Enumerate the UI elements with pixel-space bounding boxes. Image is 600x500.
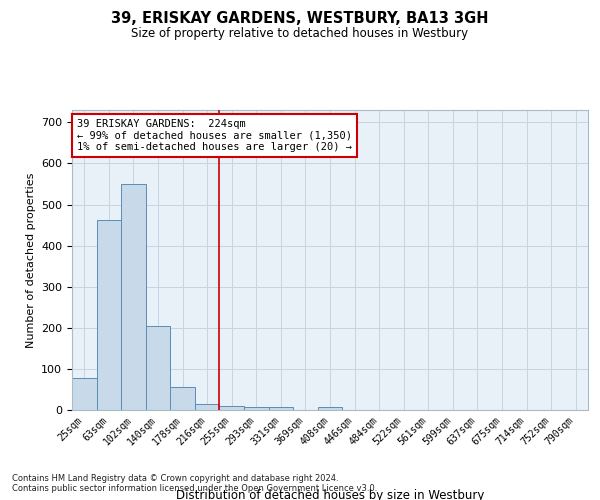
Text: Contains public sector information licensed under the Open Government Licence v3: Contains public sector information licen… bbox=[12, 484, 377, 493]
Bar bbox=[269, 406, 293, 410]
X-axis label: Distribution of detached houses by size in Westbury: Distribution of detached houses by size … bbox=[176, 488, 484, 500]
Bar bbox=[195, 404, 220, 410]
Bar bbox=[220, 406, 244, 410]
Bar bbox=[244, 406, 269, 410]
Text: 39 ERISKAY GARDENS:  224sqm
← 99% of detached houses are smaller (1,350)
1% of s: 39 ERISKAY GARDENS: 224sqm ← 99% of deta… bbox=[77, 119, 352, 152]
Text: 39, ERISKAY GARDENS, WESTBURY, BA13 3GH: 39, ERISKAY GARDENS, WESTBURY, BA13 3GH bbox=[111, 11, 489, 26]
Text: Contains HM Land Registry data © Crown copyright and database right 2024.: Contains HM Land Registry data © Crown c… bbox=[12, 474, 338, 483]
Text: Size of property relative to detached houses in Westbury: Size of property relative to detached ho… bbox=[131, 28, 469, 40]
Bar bbox=[146, 326, 170, 410]
Bar bbox=[318, 406, 342, 410]
Bar bbox=[97, 220, 121, 410]
Bar bbox=[121, 184, 146, 410]
Bar bbox=[170, 386, 195, 410]
Bar bbox=[72, 378, 97, 410]
Y-axis label: Number of detached properties: Number of detached properties bbox=[26, 172, 35, 348]
